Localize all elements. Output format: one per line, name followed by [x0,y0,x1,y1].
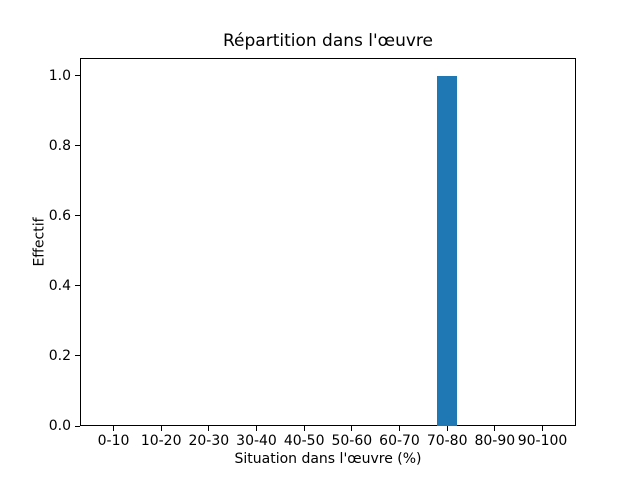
x-tick-label: 20-30 [188,433,230,449]
x-tick-label: 10-20 [140,433,182,449]
bar-70-80 [437,75,458,426]
x-tick-mark [160,426,162,431]
x-tick-label: 0-10 [97,433,130,449]
y-tick-mark [75,425,80,427]
x-tick-mark [399,426,400,431]
x-axis-label: Situation dans l'œuvre (%) [234,451,422,467]
x-tick-label: 30-40 [236,433,277,449]
y-tick-mark [75,145,80,147]
x-tick-label: 70-80 [426,433,468,449]
y-tick-label: 0.2 [48,347,71,364]
x-tick-mark [351,426,353,431]
y-tick-label: 0.4 [48,277,71,294]
y-tick-label: 0.8 [48,137,71,154]
x-tick-mark [113,426,114,431]
y-tick-label: 0.0 [48,418,71,434]
y-tick-mark [75,285,80,287]
x-tick-label: 80-90 [474,433,516,449]
x-tick-mark [542,426,543,431]
y-tick-mark [75,75,80,77]
x-tick-mark [303,426,305,431]
x-tick-mark [494,426,496,431]
chart-title: Répartition dans l'œuvre [222,31,433,51]
y-tick-mark [75,355,80,357]
x-tick-mark [208,426,210,431]
x-tick-label: 40-50 [283,433,325,449]
x-tick-label: 50-60 [331,433,373,449]
x-tick-label: 90-100 [517,433,568,449]
y-tick-mark [75,215,80,217]
y-tick-label: 1.0 [48,67,71,84]
x-tick-label: 60-70 [379,433,420,449]
x-tick-mark [446,426,448,431]
y-tick-label: 0.6 [48,207,71,224]
plot-area [80,58,576,426]
x-tick-mark [256,426,257,431]
y-axis-label: Effectif [31,217,48,267]
